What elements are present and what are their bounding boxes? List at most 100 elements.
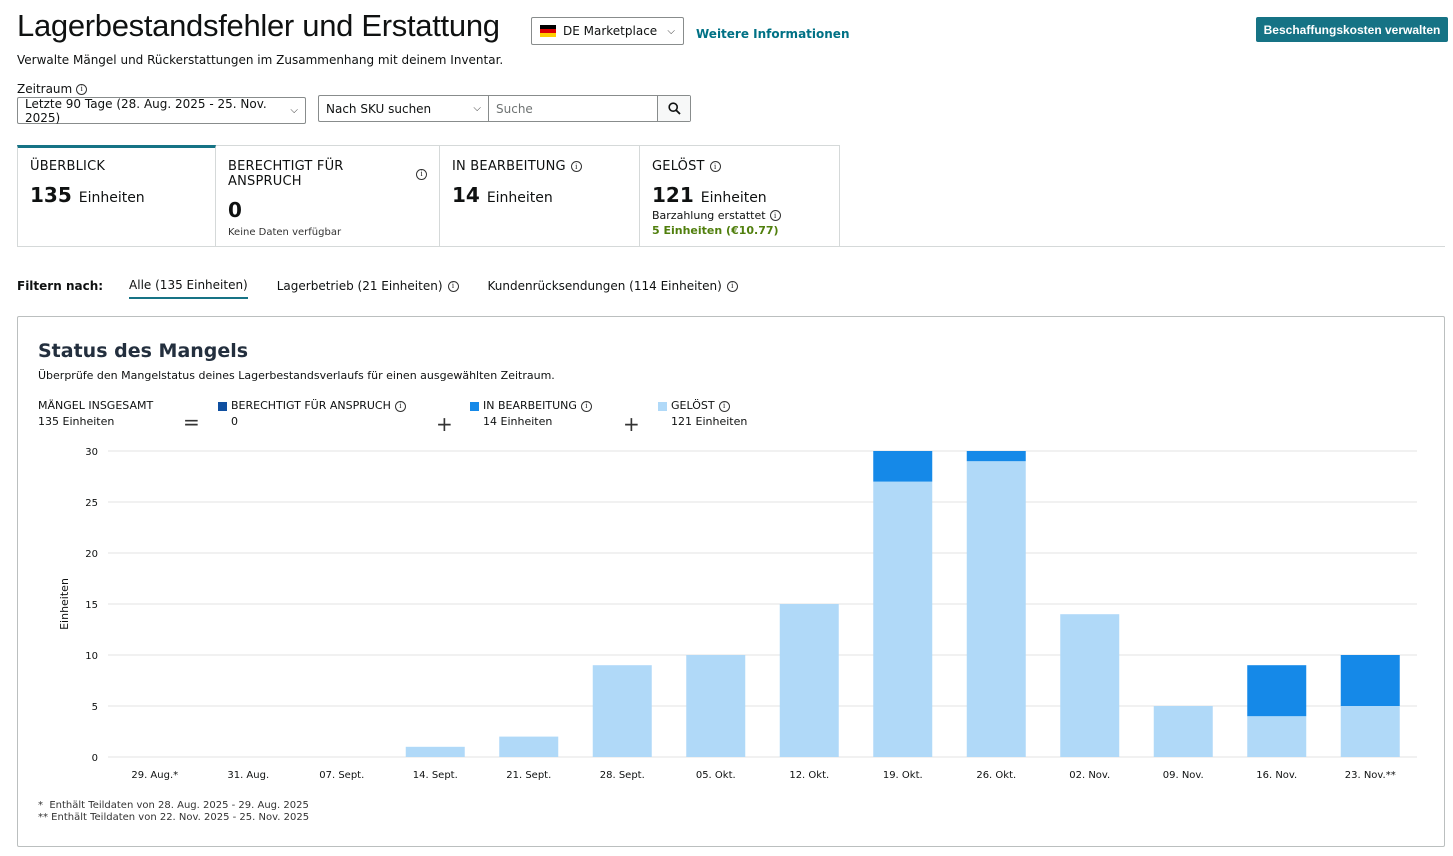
plus-sign: + (623, 412, 640, 436)
y-tick-label: 15 (85, 600, 98, 611)
divider (17, 246, 1445, 247)
bar-segment[interactable] (592, 665, 652, 757)
period-value: Letzte 90 Tage (28. Aug. 2025 - 25. Nov.… (25, 96, 267, 125)
bar-segment[interactable] (966, 461, 1026, 757)
x-tick-label: 29. Aug.* (131, 770, 178, 781)
period-label-row: Zeitraum i (17, 82, 88, 96)
bar-segment[interactable] (873, 481, 933, 757)
info-icon[interactable]: i (718, 400, 730, 412)
panel-description: Überprüfe den Mangelstatus deines Lagerb… (38, 369, 555, 382)
y-tick-label: 30 (85, 447, 98, 458)
chevron-down-icon: ⌵ (667, 25, 675, 37)
info-icon[interactable]: i (570, 161, 582, 172)
bar-segment[interactable] (1247, 716, 1307, 757)
period-select[interactable]: Letzte 90 Tage (28. Aug. 2025 - 25. Nov.… (17, 96, 306, 125)
bar-segment[interactable] (1340, 655, 1400, 706)
y-tick-label: 20 (85, 549, 98, 560)
summary-total-label: MÄNGEL INSGESAMT (38, 399, 154, 412)
search-input[interactable] (489, 96, 657, 121)
chevron-down-icon: ⌵ (473, 103, 481, 114)
info-icon[interactable]: i (769, 210, 781, 221)
x-tick-label: 31. Aug. (227, 770, 269, 781)
page-subtitle: Verwalte Mängel und Rückerstattungen im … (17, 53, 504, 67)
info-icon[interactable]: i (709, 161, 721, 172)
card-title: IN BEARBEITUNG i (452, 159, 627, 174)
more-info-link[interactable]: Weitere Informationen (696, 27, 850, 41)
card-title: GELÖST i (652, 159, 827, 174)
search-type-select[interactable]: Nach SKU suchen ⌵ (319, 96, 489, 121)
legend-swatch (470, 401, 479, 411)
legend-resolved: GELÖST i 121 Einheiten (658, 398, 747, 430)
search-button[interactable] (657, 96, 690, 121)
card-value: 135 Einheiten (30, 183, 145, 207)
card-value: 0 (228, 198, 242, 222)
bar-segment[interactable] (1340, 706, 1400, 757)
bar-segment[interactable] (966, 451, 1026, 462)
x-tick-label: 14. Sept. (413, 770, 458, 781)
search-icon (667, 102, 681, 115)
x-tick-label: 05. Okt. (696, 770, 736, 781)
card-note: Keine Daten verfügbar (228, 227, 342, 238)
plus-sign: + (436, 412, 453, 436)
x-tick-label: 02. Nov. (1069, 770, 1110, 781)
legend-in-progress: IN BEARBEITUNG i 14 Einheiten (470, 398, 592, 430)
chevron-down-icon: ⌵ (290, 105, 298, 116)
footnote: * Enthält Teildaten von 28. Aug. 2025 - … (38, 800, 309, 811)
card-overview[interactable]: ÜBERBLICK 135 Einheiten (17, 145, 216, 247)
info-icon[interactable]: i (416, 168, 427, 180)
card-resolved[interactable]: GELÖST i 121 Einheiten Barzahlung erstatt… (640, 145, 840, 247)
filter-label: Filtern nach: (17, 278, 104, 293)
footnotes: * Enthält Teildaten von 28. Aug. 2025 - … (38, 800, 309, 824)
card-title: ÜBERBLICK (30, 159, 106, 174)
summary-cards: ÜBERBLICK 135 Einheiten BERECHTIGT FÜR A… (17, 145, 840, 247)
search-type-value: Nach SKU suchen (326, 101, 432, 116)
page-title: Lagerbestandsfehler und Erstattung (17, 8, 500, 43)
x-tick-label: 12. Okt. (789, 770, 829, 781)
info-icon[interactable]: i (726, 280, 738, 292)
x-tick-label: 23. Nov.** (1345, 770, 1396, 781)
y-tick-label: 5 (92, 702, 98, 713)
info-icon[interactable]: i (394, 400, 406, 412)
x-tick-label: 21. Sept. (506, 770, 551, 781)
x-tick-label: 16. Nov. (1256, 770, 1297, 781)
filter-tab-all[interactable]: Alle (135 Einheiten) (129, 278, 248, 299)
sku-search-group: Nach SKU suchen ⌵ (318, 95, 691, 122)
marketplace-label: DE Marketplace (563, 24, 658, 38)
card-in-progress[interactable]: IN BEARBEITUNG i 14 Einheiten (440, 145, 640, 247)
info-icon[interactable]: i (447, 280, 459, 292)
x-tick-label: 28. Sept. (600, 770, 645, 781)
filter-tab-customer-returns[interactable]: Kundenrücksendungen (114 Einheiten) i (488, 279, 738, 298)
bar-segment[interactable] (405, 746, 465, 757)
bar-segment[interactable] (1153, 706, 1213, 757)
legend-swatch (658, 401, 667, 411)
x-tick-label: 07. Sept. (319, 770, 364, 781)
card-value: 121 Einheiten (652, 183, 767, 207)
marketplace-select[interactable]: DE Marketplace ⌵ (531, 17, 684, 45)
bar-segment[interactable] (499, 736, 559, 757)
bar-segment[interactable] (1060, 614, 1120, 757)
y-axis-label: Einheiten (58, 578, 71, 630)
bar-segment[interactable] (1247, 665, 1307, 717)
bar-segment[interactable] (873, 451, 933, 482)
footnote: ** Enthält Teildaten von 22. Nov. 2025 -… (38, 812, 310, 823)
filter-tab-warehouse[interactable]: Lagerbetrieb (21 Einheiten) i (277, 279, 459, 298)
stacked-bar-chart: 0 5 10 15 20 25 30 Einheiten 29. Aug.* 31. Aug. 07… (58, 447, 1417, 781)
legend-swatch (218, 401, 227, 411)
summary-total: MÄNGEL INSGESAMT 135 Einheiten (38, 398, 153, 430)
y-tick-label: 10 (85, 651, 98, 662)
info-icon[interactable]: i (580, 400, 592, 412)
bar-segment[interactable] (686, 655, 746, 757)
bar-segment[interactable] (779, 604, 839, 757)
cash-refund-label: Barzahlung erstattet i (652, 209, 827, 222)
y-tick-label: 0 (92, 753, 98, 764)
x-tick-label: 09. Nov. (1163, 770, 1204, 781)
legend-eligible: BERECHTIGT FÜR ANSPRUCH i 0 (218, 398, 406, 430)
y-tick-label: 25 (85, 498, 98, 509)
summary-total-value: 135 Einheiten (38, 415, 115, 428)
manage-procurement-costs-button[interactable]: Beschaffungskosten verwalten (1256, 17, 1448, 42)
info-icon[interactable]: i (76, 83, 88, 95)
legend-value: 121 Einheiten (671, 415, 748, 428)
period-label: Zeitraum (17, 82, 73, 96)
legend-value: 14 Einheiten (483, 415, 553, 428)
card-value: 14 Einheiten (452, 183, 553, 207)
